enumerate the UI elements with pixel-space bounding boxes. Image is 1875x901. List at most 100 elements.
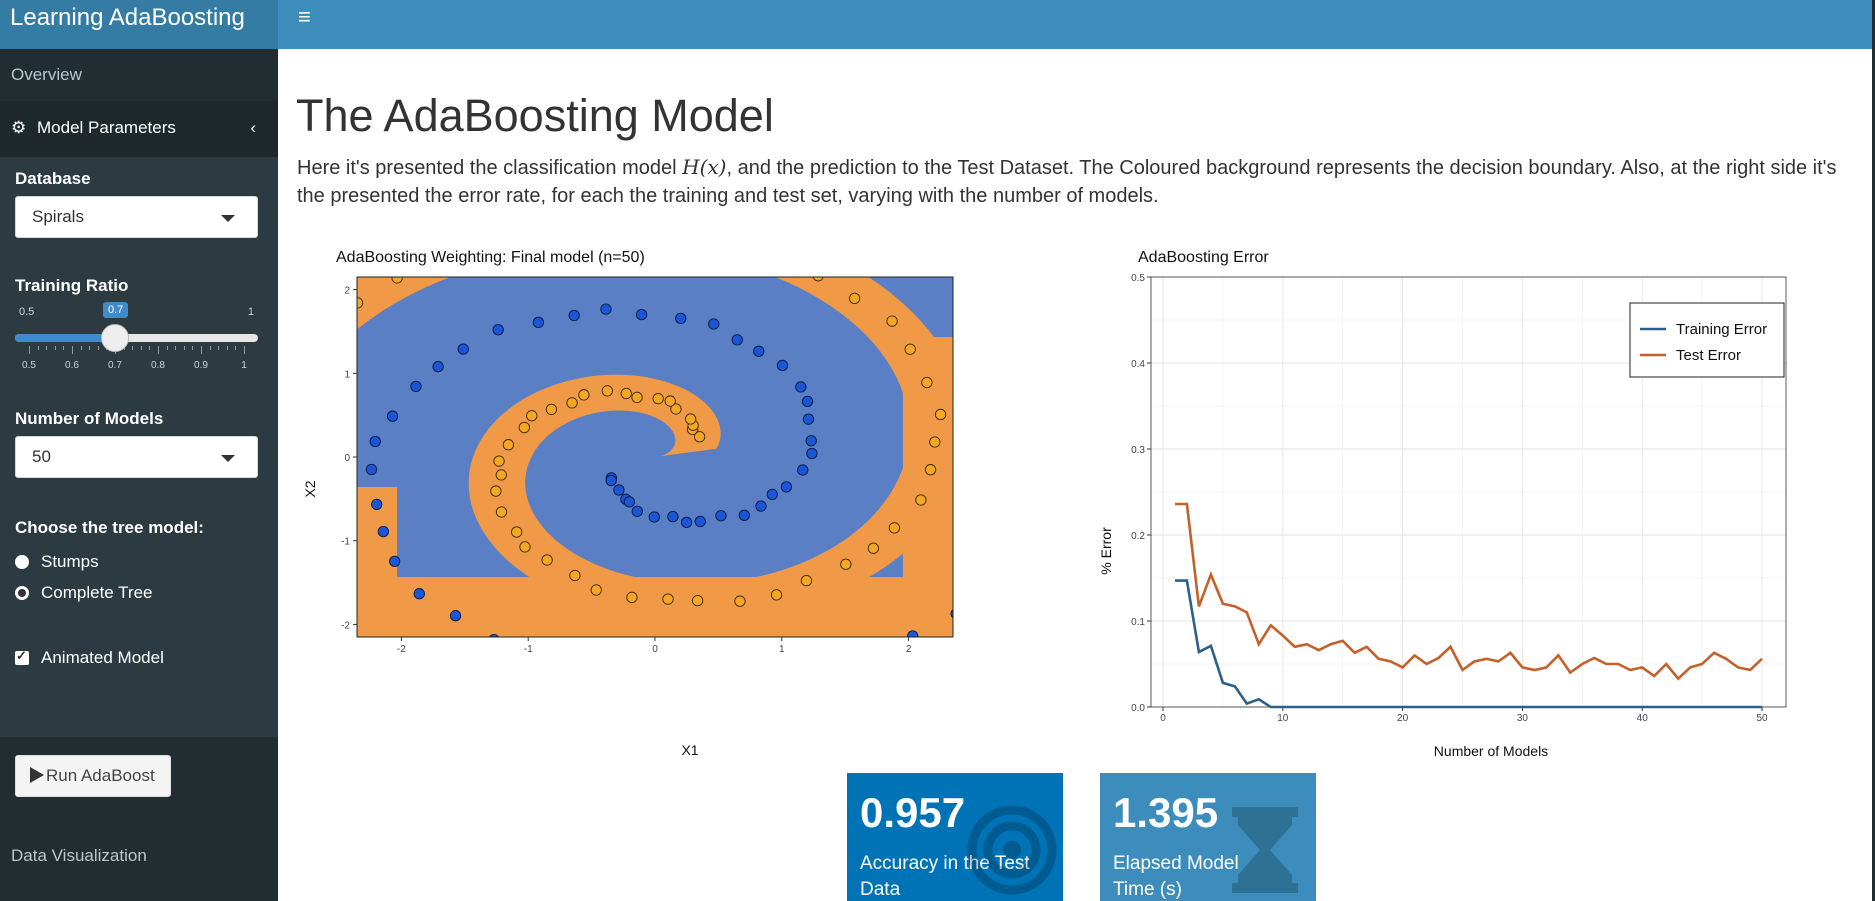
x-tick-label: 30	[1517, 713, 1529, 724]
database-select[interactable]: Spirals	[15, 196, 258, 238]
slider-tick	[235, 346, 237, 350]
y-tick-label: -1	[341, 537, 350, 548]
x-tick-label: 10	[1277, 713, 1289, 724]
scatter-title: AdaBoosting Weighting: Final model (n=50…	[336, 249, 645, 266]
blue-point	[369, 435, 381, 448]
orange-point	[502, 439, 515, 451]
orange-point	[383, 686, 393, 696]
description-text-continued: , and the prediction to the Test Dataset…	[297, 157, 1837, 207]
radio-stumps[interactable]: Stumps	[0, 546, 278, 577]
blue-point	[1057, 413, 1058, 423]
blue-point	[963, 251, 973, 261]
sidebar-item-model-parameters[interactable]: ⚙ Model Parameters ‹	[0, 101, 278, 157]
blue-point	[365, 463, 378, 476]
blue-point	[457, 343, 469, 355]
orange-point	[357, 297, 364, 309]
orange-point	[519, 541, 531, 553]
orange-point	[800, 575, 813, 587]
checkbox[interactable]	[15, 648, 29, 665]
scatter-plot-area: -2 -1 0 1 2 -2 -1 0 1 2	[340, 239, 1058, 752]
blue-point	[731, 334, 743, 346]
chevron-left-icon[interactable]: ‹	[250, 118, 256, 137]
orange-point	[578, 389, 590, 401]
blue-point	[776, 359, 789, 372]
slider-track[interactable]	[15, 334, 258, 342]
accuracy-value: 0.957	[860, 789, 966, 836]
blue-point	[432, 361, 444, 373]
run-adaboost-button[interactable]: Run AdaBoost	[15, 755, 171, 797]
x-tick-label: 1	[779, 644, 785, 655]
error-xlabel: Number of Models	[1434, 743, 1548, 759]
orange-point	[652, 392, 664, 405]
orange-point	[569, 569, 581, 582]
slider-tick-label: 0.5	[22, 360, 36, 371]
orange-point	[511, 742, 521, 752]
x-tick-label: 50	[1756, 713, 1768, 724]
sidebar: Overview ⚙ Model Parameters ‹ Database Sp…	[0, 49, 278, 901]
slider-tick	[72, 346, 73, 354]
orange-point	[620, 387, 632, 400]
app-brand[interactable]: Learning AdaBoosting	[0, 0, 278, 49]
blue-point	[985, 576, 995, 586]
radio-button[interactable]	[15, 585, 29, 600]
orange-point	[495, 506, 508, 518]
orange-region-bottom	[357, 577, 953, 637]
blue-point	[575, 666, 585, 676]
orange-point	[693, 431, 706, 443]
slider-fill	[15, 334, 115, 342]
orange-point	[495, 469, 507, 481]
database-label: Database	[15, 169, 91, 188]
orange-point	[502, 239, 512, 242]
slider-tick-label: 0.8	[151, 360, 165, 371]
elapsed-time-value-box: 1.395 Elapsed Model Time (s)	[1100, 773, 1316, 901]
slider-tick	[132, 346, 134, 350]
app-header: Learning AdaBoosting ≡	[0, 0, 1875, 49]
blue-point	[805, 435, 817, 447]
blue-point	[766, 488, 778, 500]
orange-point	[904, 343, 916, 355]
blue-point	[410, 380, 422, 393]
orange-point	[924, 464, 937, 476]
slider-tick-label: 0.7	[108, 360, 122, 371]
orange-region-spiral	[357, 277, 953, 637]
orange-point	[566, 397, 578, 409]
blue-point	[950, 608, 953, 619]
elapsed-time-caption: Elapsed Model Time (s)	[1113, 853, 1239, 900]
slider-tick	[158, 346, 159, 354]
slider-tick	[46, 346, 48, 350]
sidebar-item-label: Model Parameters	[37, 118, 176, 137]
orange-point	[545, 403, 558, 416]
blue-point	[675, 312, 687, 325]
slider-tick	[218, 346, 220, 350]
menu-toggle-icon[interactable]: ≡	[298, 4, 311, 29]
slider-max-label: 1	[247, 306, 254, 318]
orange-point	[734, 595, 746, 607]
orange-point	[662, 593, 674, 605]
blue-point	[1007, 285, 1017, 295]
y-tick-label: 0.3	[1131, 445, 1145, 456]
blue-point	[389, 555, 401, 568]
training-ratio-slider[interactable]: 0.5 1 0.7 0.5 0.6 0.7 0.8 0.9 1	[15, 302, 258, 377]
sidebar-item-overview[interactable]: Overview	[11, 65, 82, 84]
legend-label: Training Error	[1676, 321, 1767, 338]
radio-complete-tree[interactable]: Complete Tree	[0, 577, 278, 608]
orange-point	[664, 395, 676, 407]
sidebar-item-data-visualization[interactable]: Data Visualization	[11, 846, 147, 865]
slider-tick	[226, 346, 228, 350]
right-edge-strip	[1872, 0, 1875, 901]
slider-handle[interactable]	[101, 324, 129, 352]
slider-min-label: 0.5	[19, 306, 35, 318]
blue-point	[753, 345, 765, 357]
y-tick-label: 0	[344, 453, 350, 464]
orange-point	[867, 542, 880, 554]
orange-point	[340, 654, 350, 664]
blue-point	[488, 633, 499, 637]
database-value: Spirals	[32, 207, 84, 226]
radio-button[interactable]	[15, 554, 29, 569]
orange-point	[921, 376, 933, 389]
blue-point	[755, 500, 767, 512]
orange-point	[1009, 681, 1019, 691]
number-of-models-select[interactable]: 50	[15, 436, 258, 478]
blue-point	[715, 510, 727, 522]
animated-model-checkbox[interactable]: Animated Model	[0, 642, 278, 673]
